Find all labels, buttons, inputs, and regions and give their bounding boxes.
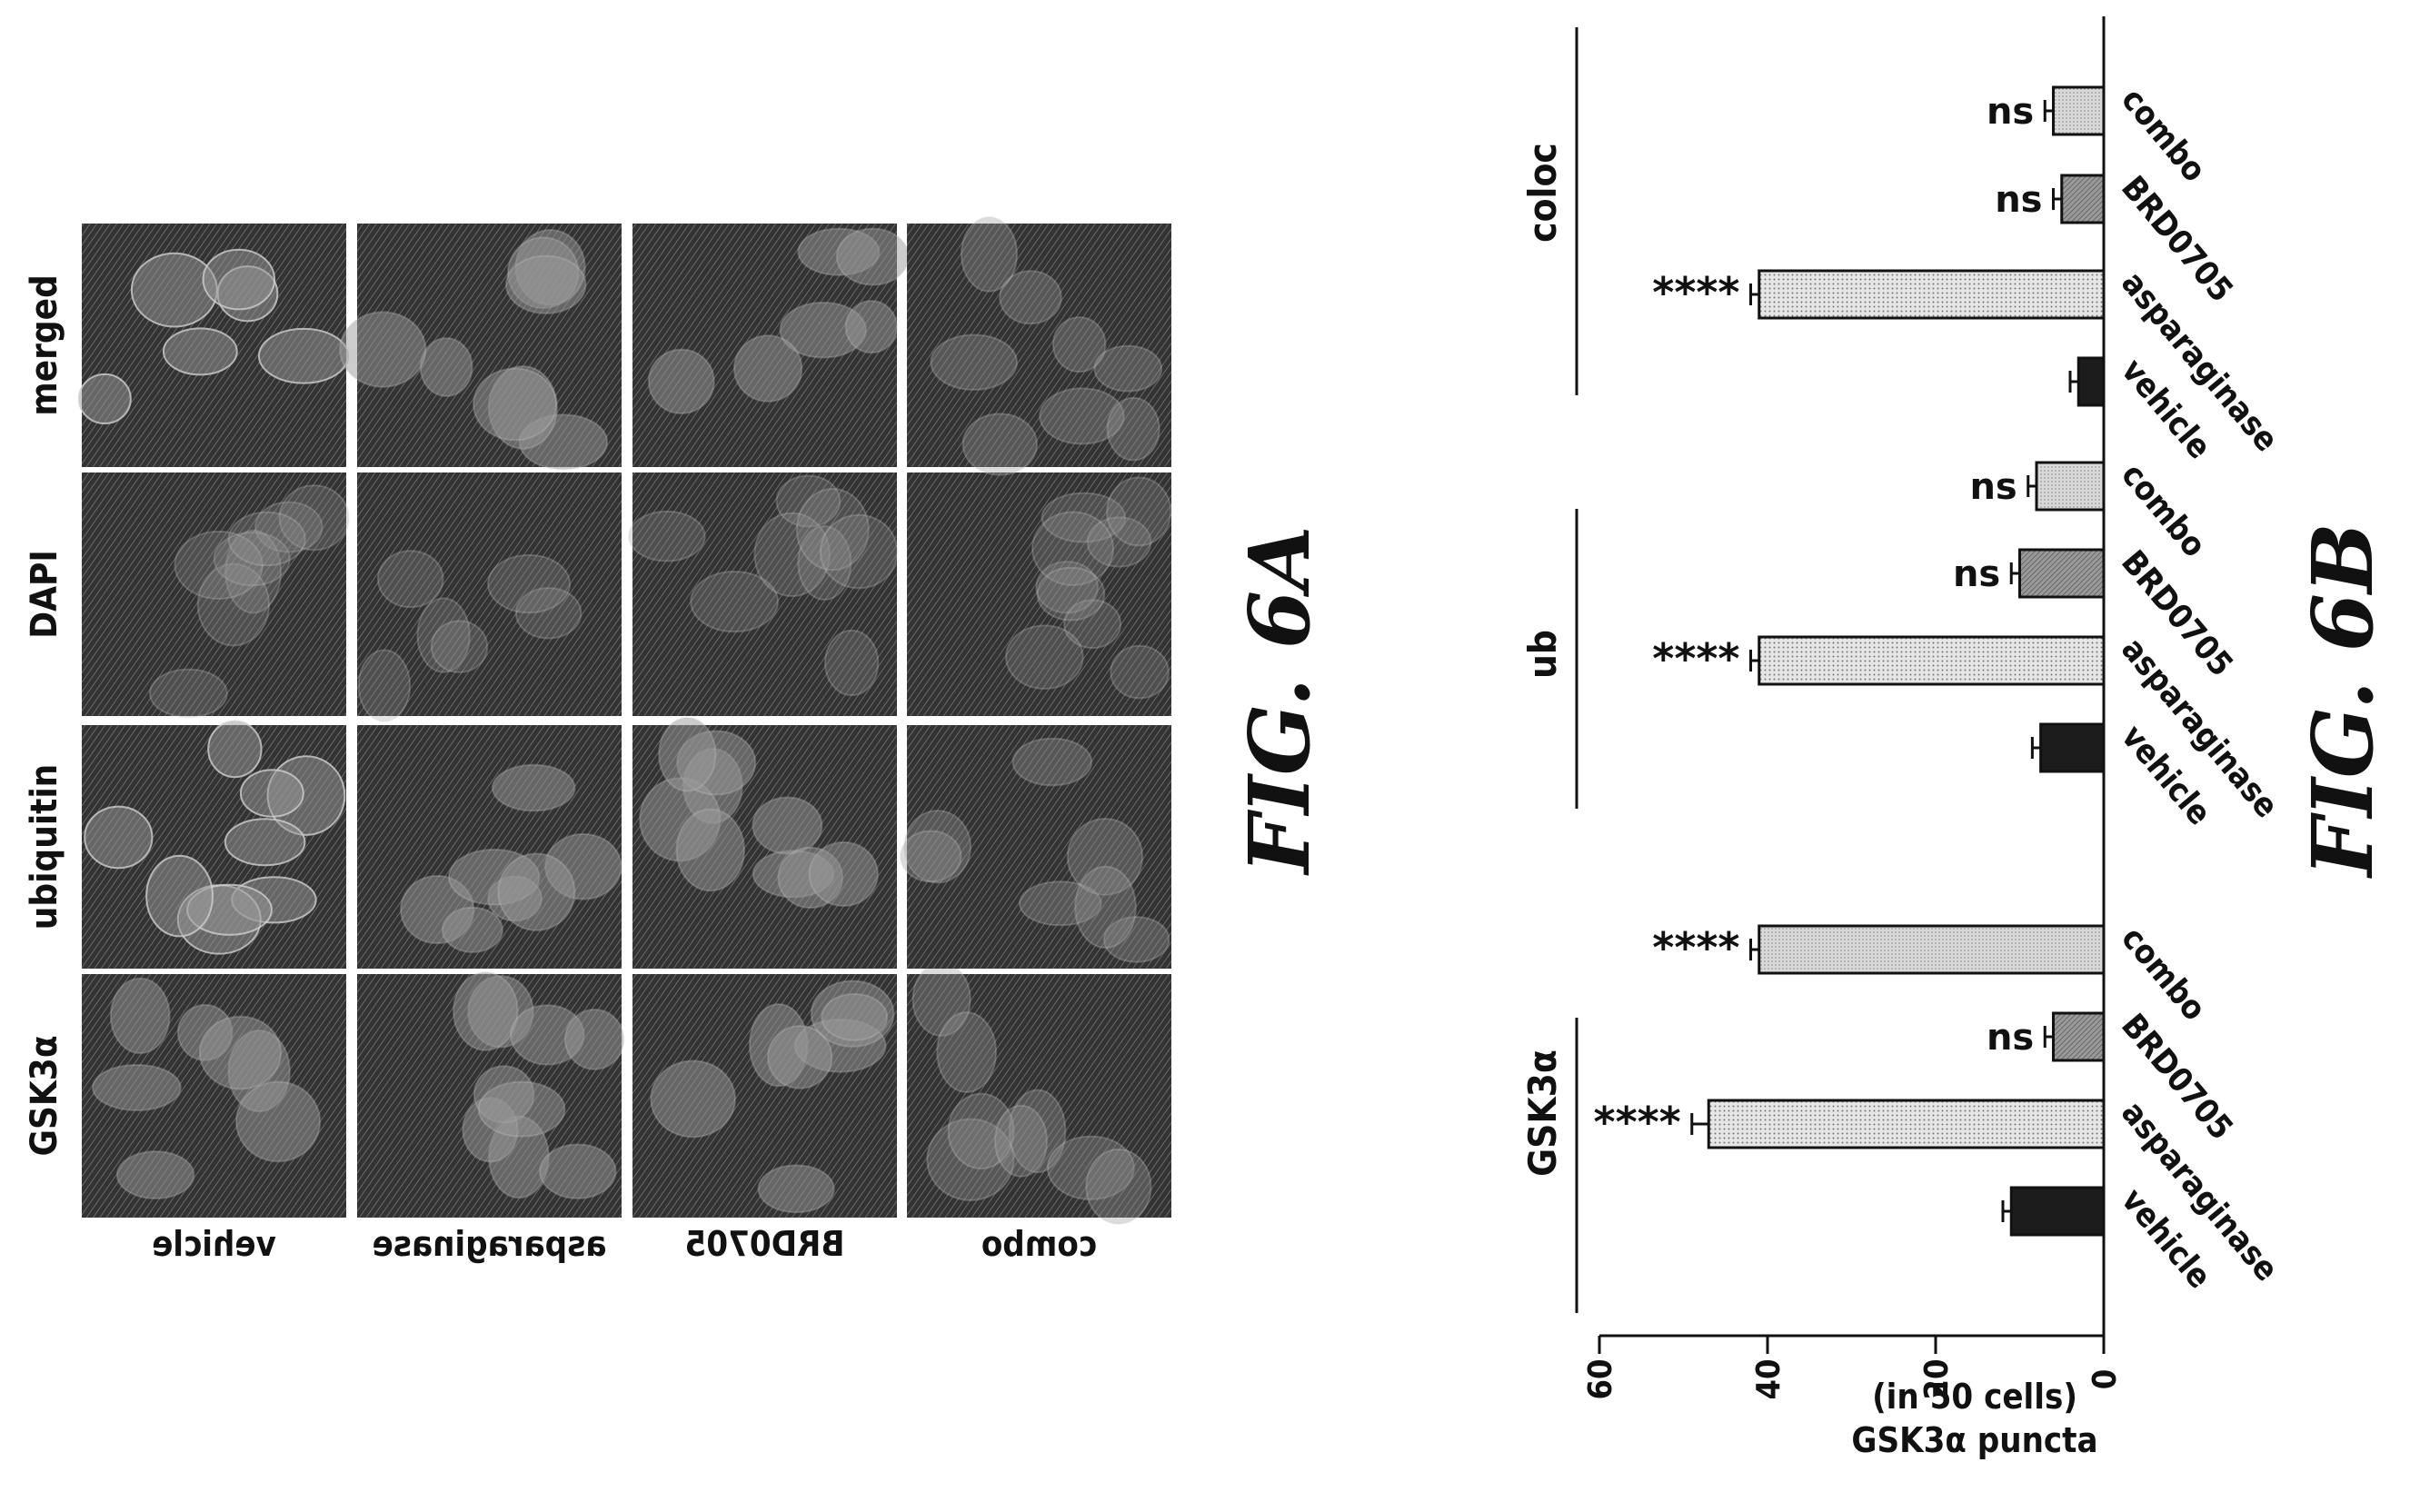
value-tick-label-20: 20 xyxy=(1918,1358,1956,1399)
significance-coloc-asparaginase: **** xyxy=(1652,268,1739,317)
micrograph-brd0705-gsk3alpha xyxy=(632,974,897,1218)
bar-ub-asparaginase xyxy=(1758,635,2106,686)
significance-coloc-combo: ns xyxy=(1987,91,2034,133)
group-label-gsk3alpha: GSK3α xyxy=(1520,1049,1565,1177)
column-label-gsk3alpha: GSK3α xyxy=(24,1035,65,1156)
micrograph-grid xyxy=(77,215,1172,1226)
micrograph-vehicle-gsk3alpha xyxy=(82,974,346,1218)
micrograph-labels: vehicle asparaginase BRD0705 combo GSK3α ubiq… xyxy=(24,274,1097,1264)
micrograph-asparaginase-dapi xyxy=(357,472,622,722)
bar-chart: 0 20 40 60 GSK3α puncta(in 50 cells) GSK3αveh… xyxy=(1520,16,2286,1460)
category-label-ub-combo: combo xyxy=(2114,456,2213,564)
significance-gsk3alpha-combo: **** xyxy=(1652,923,1739,972)
micrograph-vehicle-ubiquitin xyxy=(82,720,346,969)
micrograph-asparaginase-merged xyxy=(339,224,622,471)
micrograph-combo-merged xyxy=(907,215,1171,476)
significance-ub-brd0705: ns xyxy=(1953,553,2000,595)
column-label-merged: merged xyxy=(24,274,65,416)
figure-6a-label: FIG. 6A xyxy=(1230,525,1329,876)
micrograph-asparaginase-gsk3alpha xyxy=(357,970,625,1218)
bar-ub-combo xyxy=(2035,461,2106,512)
category-label-coloc-combo: combo xyxy=(2114,81,2213,189)
value-axis-label-line-1: GSK3α puncta xyxy=(1851,1420,2097,1460)
bar-coloc-vehicle xyxy=(2076,356,2106,407)
figure-6b-label: FIG. 6B xyxy=(2294,522,2392,879)
bar-ub-vehicle xyxy=(2039,722,2106,773)
row-label-brd0705: BRD0705 xyxy=(685,1224,845,1264)
micrograph-brd0705-ubiquitin xyxy=(632,716,897,969)
micrograph-asparaginase-ubiquitin xyxy=(357,725,622,969)
micrograph-brd0705-merged xyxy=(632,224,910,467)
bar-gsk3alpha-brd0705 xyxy=(2052,1011,2106,1062)
significance-coloc-brd0705: ns xyxy=(1995,179,2042,221)
micrograph-vehicle-merged xyxy=(77,224,350,467)
significance-ub-combo: ns xyxy=(1969,466,2017,508)
bar-coloc-combo xyxy=(2052,85,2106,136)
row-label-combo: combo xyxy=(981,1224,1097,1264)
micrograph-combo-ubiquitin xyxy=(899,725,1171,969)
bar-gsk3alpha-asparaginase xyxy=(1707,1099,2106,1149)
significance-gsk3alpha-asparaginase: **** xyxy=(1594,1098,1681,1147)
value-axis-label-line-2: (in 50 cells) xyxy=(1872,1377,2077,1417)
bar-gsk3alpha-combo xyxy=(1758,924,2106,975)
micrograph-brd0705-dapi xyxy=(627,472,899,716)
bar-ub-brd0705 xyxy=(2018,548,2106,599)
value-tick-label-60: 60 xyxy=(1582,1358,1619,1399)
micrograph-vehicle-dapi xyxy=(82,472,350,719)
value-tick-label-0: 0 xyxy=(2086,1369,2124,1390)
significance-gsk3alpha-brd0705: ns xyxy=(1987,1017,2034,1059)
bar-gsk3alpha-vehicle xyxy=(2009,1186,2106,1237)
row-label-asparaginase: asparaginase xyxy=(372,1224,606,1264)
group-label-ub: ub xyxy=(1520,630,1565,679)
column-label-ubiquitin: ubiquitin xyxy=(24,764,65,930)
category-label-gsk3alpha-combo: combo xyxy=(2114,920,2213,1028)
bar-coloc-asparaginase xyxy=(1758,269,2106,320)
group-label-coloc: coloc xyxy=(1520,143,1565,243)
micrograph-combo-dapi xyxy=(907,472,1172,716)
significance-ub-asparaginase: **** xyxy=(1652,634,1739,683)
value-tick-label-40: 40 xyxy=(1750,1358,1788,1399)
micrograph-combo-gsk3alpha xyxy=(907,961,1171,1226)
column-label-dapi: DAPI xyxy=(24,550,65,638)
bar-coloc-brd0705 xyxy=(2060,174,2106,224)
row-label-vehicle: vehicle xyxy=(152,1224,276,1264)
